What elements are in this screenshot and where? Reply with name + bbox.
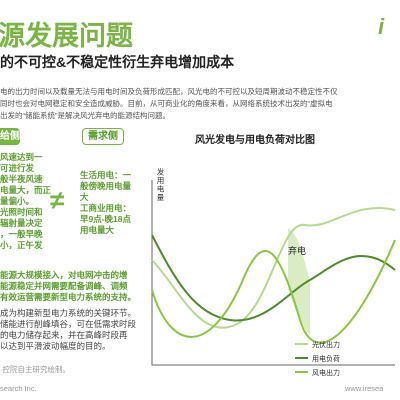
note-line: 有效运营需要新型电力系统的支持。 <box>0 292 137 302</box>
curtail-area <box>288 228 310 335</box>
note-line: 以达到平滑波动幅度的目的。 <box>0 341 111 351</box>
note-2: 成为构建新型电力系统的关键环节。 储能进行削峰填谷，可在低需求时段 的电力储存起来，… <box>0 308 136 352</box>
chart <box>151 180 396 373</box>
url: www.iresea <box>345 384 384 393</box>
load-curve <box>151 234 396 322</box>
company: search Inc. <box>0 384 37 393</box>
supply-line: 小，正午发 <box>0 240 43 250</box>
supply-line: 量偏小。 <box>0 196 35 206</box>
title: 源发展问题 <box>0 21 133 51</box>
legend-item: 光伏出力 <box>312 342 340 349</box>
supply-line: 辐射量决定 <box>0 218 43 228</box>
note-line: 能源稳定并网需要配备调峰、调频 <box>0 281 128 291</box>
supply-line: ，一般早晚 <box>0 229 43 239</box>
note-line: 成为构建新型电力系统的关键环节。 <box>0 308 137 318</box>
intro: 电的出力时间以及载量无法与用电时间及负荷形成匹配，风光电的不可控以及短周期波动不… <box>0 86 338 122</box>
legend: 光伏出力用电负荷风电出力 <box>312 339 340 381</box>
supply-line: 电量大，而正 <box>0 185 52 195</box>
supply-label: 给侧 <box>0 128 20 145</box>
demand-label: 需求侧 <box>82 128 124 145</box>
supply-line: 光照时间和 <box>0 207 43 217</box>
note-line: 储能进行削峰填谷，可在低需求时段 <box>0 319 137 329</box>
legend-item: 用电负荷 <box>312 356 340 363</box>
logo: i <box>378 14 385 39</box>
supply-line: 风速达到一 <box>0 152 43 162</box>
supply-line: 般半夜风速 <box>0 174 43 184</box>
demand-line: 工商业用电： <box>80 203 132 213</box>
axes <box>151 180 395 366</box>
note-line: 能源大规模接入，对电网冲击的增 <box>0 270 128 280</box>
demand-text: 生活用电：一 般傍晚用电量大工商业用电： 早9点-晚18点 用电量大 <box>80 170 131 236</box>
legend-item: 风电出力 <box>312 370 340 377</box>
intro-line: 出发的“储能系统”是解决风光弃电的能源结构问题。 <box>0 111 170 120</box>
note-1: 能源大规模接入，对电网冲击的增 能源稳定并网需要配备调峰、调频 有效运营需要新型电力… <box>0 270 136 303</box>
intro-line: 电的出力时间以及载量无法与用电时间及负荷形成匹配，风光电的不可控以及短周期波动不… <box>0 87 338 96</box>
demand-line: 生活用电：一 <box>80 170 132 180</box>
supply-line: 可进行发 <box>0 163 35 173</box>
demand-line: 早9点-晚18点 <box>80 214 132 224</box>
wind-curve <box>151 239 396 344</box>
subtitle: 的不可控&不稳定性衍生弃电增加成本 <box>0 54 235 70</box>
not-equal: ≠ <box>50 185 65 215</box>
demand-line: 用电量大 <box>80 225 115 235</box>
demand-line: 大 <box>80 192 89 202</box>
y-label: 发用电量 <box>156 168 165 202</box>
note-line: 的电力储存起来，并在高峰时段再 <box>0 330 128 340</box>
source: ·控院自主研究绘制。 <box>0 365 70 374</box>
supply-text: 风速达到一 可进行发 般半夜风速 电量大，而正 量偏小。 光照时间和 辐射量决定 ，一般早晚小… <box>0 152 51 251</box>
chart-title: 风光发电与用电负荷对比图 <box>195 135 315 146</box>
demand-line: 般傍晚用电量 <box>80 181 132 191</box>
pv-curve <box>151 207 396 329</box>
intro-line: 同时也会对电网稳定和安全造成威胁。目前，从可商业化的角度来看，从网络系统技术出发… <box>0 99 333 108</box>
annotation: 弃电 <box>288 246 307 256</box>
